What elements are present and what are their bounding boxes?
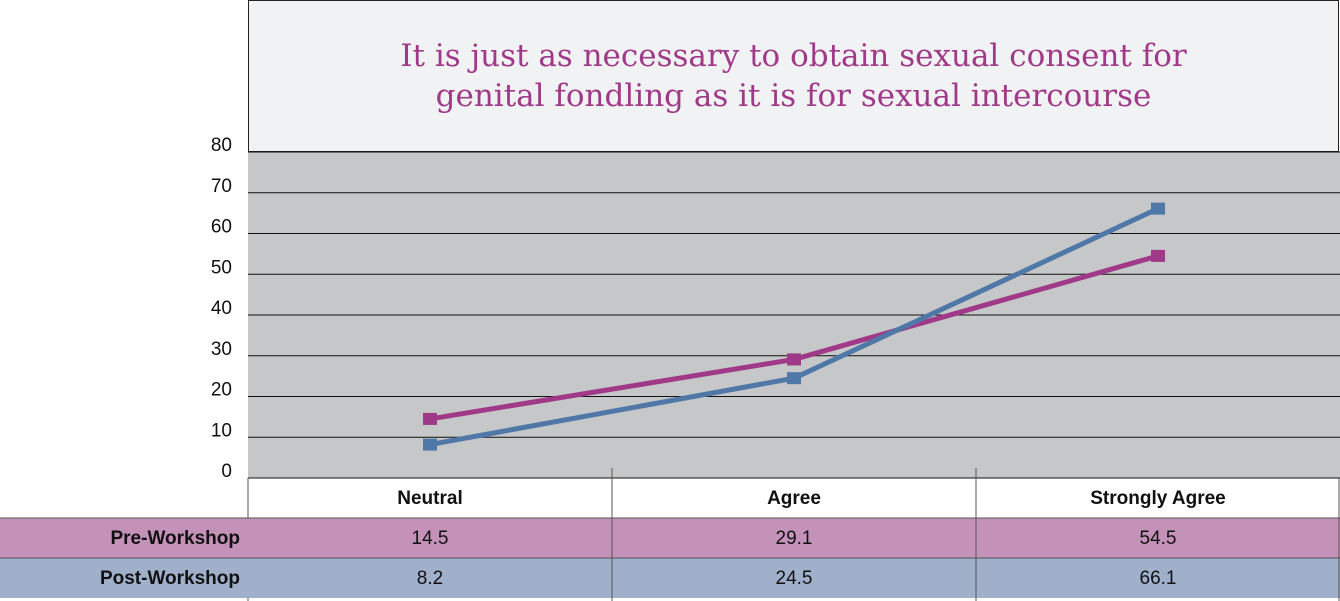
- title-box-text: It is just as necessary to obtain sexual…: [248, 0, 1339, 151]
- chart-title: It is just as necessary to obtain sexual…: [400, 37, 1187, 114]
- x-tick-label: Strongly Agree: [1090, 488, 1226, 509]
- table-row: [0, 558, 1340, 598]
- table-value: 14.5: [412, 528, 449, 549]
- table-value: 29.1: [776, 528, 813, 549]
- marker: [1151, 249, 1165, 262]
- legend-label: Post-Workshop: [100, 568, 240, 589]
- title-box: [248, 0, 1339, 152]
- y-tick-label: 20: [211, 380, 232, 401]
- table-value: 8.2: [417, 568, 443, 589]
- marker: [1151, 202, 1165, 215]
- marker: [787, 372, 801, 385]
- x-tick-label: Neutral: [397, 488, 462, 509]
- y-tick-label: 70: [211, 176, 232, 197]
- y-tick-label: 0: [221, 461, 232, 482]
- x-tick-label: Agree: [767, 488, 821, 509]
- marker: [787, 353, 801, 366]
- legend-label: Pre-Workshop: [110, 528, 240, 549]
- y-tick-label: 80: [211, 135, 232, 156]
- y-tick-label: 60: [211, 217, 232, 238]
- y-tick-label: 30: [211, 339, 232, 360]
- table-value: 54.5: [1140, 528, 1177, 549]
- table-value: 66.1: [1140, 568, 1177, 589]
- table-row: [0, 518, 1340, 558]
- y-tick-label: 50: [211, 257, 232, 278]
- y-tick-label: 40: [211, 298, 232, 319]
- table-value: 24.5: [776, 568, 813, 589]
- marker: [423, 438, 437, 451]
- marker: [423, 412, 437, 425]
- y-tick-label: 10: [211, 420, 232, 441]
